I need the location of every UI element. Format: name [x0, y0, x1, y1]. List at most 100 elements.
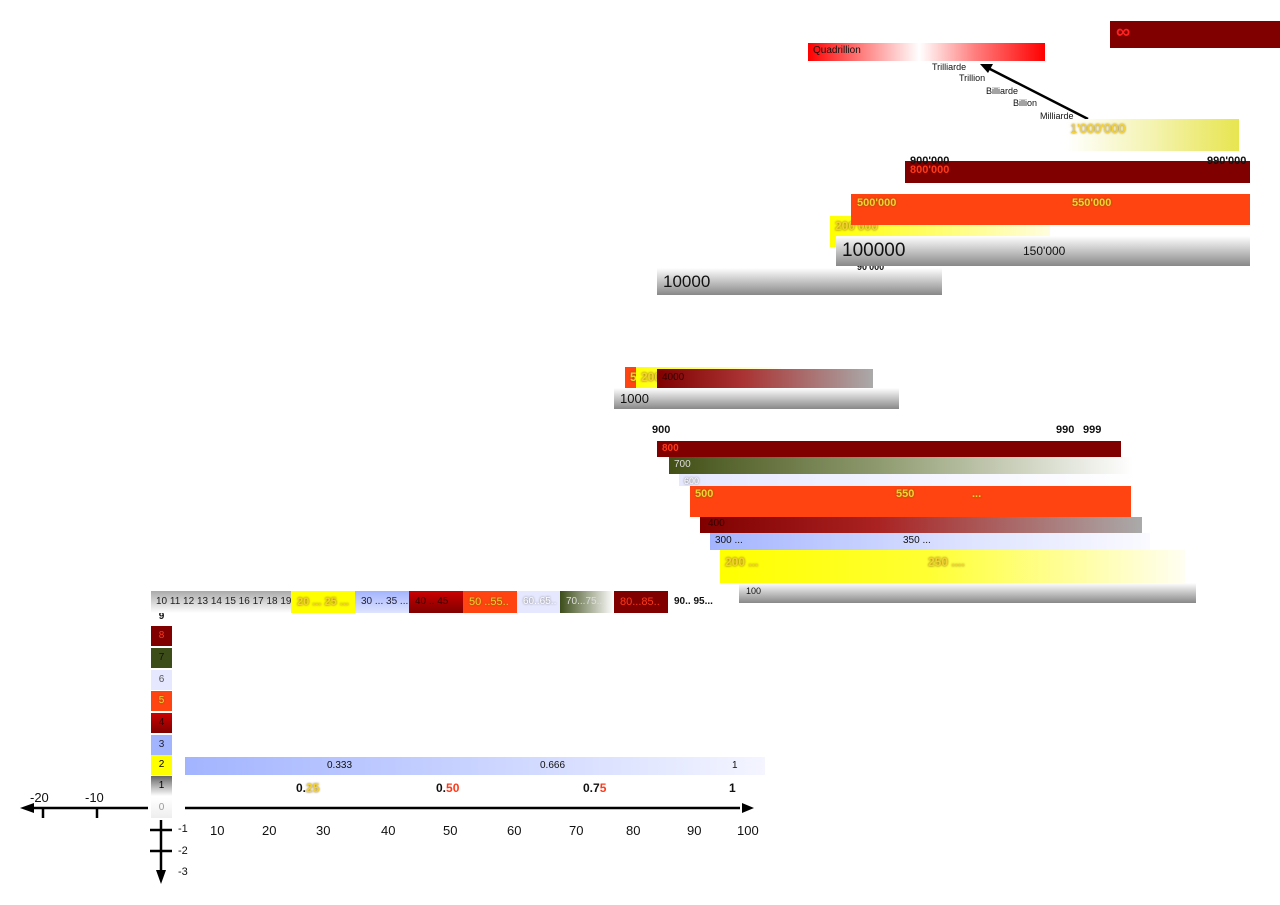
tenthousand-bar: 10000 [657, 268, 942, 295]
axis-label-30: 30 [316, 823, 331, 838]
thirds-label-2: 0.666 [540, 760, 566, 771]
hundreds-800-label: 800 [662, 443, 679, 454]
hundreds-500-label: 500 [695, 488, 714, 500]
axis-label-100: 100 [737, 823, 759, 838]
quarter-label-25: 0.25 [296, 781, 320, 795]
x-axis-arrowhead [742, 803, 754, 813]
axis-label-70: 70 [569, 823, 584, 838]
infinity-symbol: ∞ [1116, 21, 1131, 43]
tenthousand-label: 10000 [663, 272, 711, 291]
hundreds-700-bar: 700 [669, 457, 1133, 474]
thousands-5000-bar: 5 [625, 367, 637, 388]
digit-cell-3: 3 [151, 735, 172, 755]
digit-cell-5: 5 [151, 691, 172, 711]
hundreds-700-label: 700 [674, 459, 691, 470]
axis-label-minus-3: -3 [178, 866, 188, 878]
l990000-label: 990'000 [1207, 155, 1247, 167]
axis-label-minus-1: -1 [178, 823, 188, 835]
names-arrow-line [987, 66, 1089, 121]
thirds-label-3: 1 [732, 760, 738, 771]
tens-row-fifties: 50 ..55.. [463, 591, 517, 613]
digit-cell-7: 7 [151, 648, 172, 668]
tens-row-twenties: 20 ... 25 ... [291, 591, 355, 613]
hundreds-600-bar: 600 [679, 474, 1139, 486]
tens-row-nineties: 90.. 95... [674, 596, 713, 607]
quarter-label-75: 0.75 [583, 781, 607, 795]
tens-row-forties: 40 .. 45 [409, 591, 463, 613]
axis-label-minus-20: -20 [30, 790, 49, 805]
hundredthousand-label-overlay: 100000 [842, 240, 906, 261]
axis-label-minus-2: -2 [178, 845, 188, 857]
hundreds-999-label: 999 [1083, 424, 1102, 436]
name-billion: Billion [1013, 98, 1038, 108]
hundreds-350-label: 350 ... [903, 535, 931, 546]
names-arrow-head [980, 64, 993, 73]
tens-row-sixties: 60..65.. [517, 591, 560, 613]
digit-cell-4: 4 [151, 713, 172, 733]
thousands-1000-bar: 1000 [614, 388, 899, 409]
thirds-bar: 0.333 0.666 1 [185, 757, 765, 775]
hundreds-200-label: 200 ... [725, 555, 759, 569]
x-axis-negative-arrowhead [20, 803, 34, 813]
hundreds-300-bar: 300 ... 350 ... [710, 533, 1150, 550]
hundreds-550-label: 550 [896, 488, 915, 500]
hundreds-250-label: 250 .... [928, 555, 965, 569]
hundreds-400-label: 400 [708, 518, 725, 529]
axis-label-20: 20 [262, 823, 277, 838]
hundreds-500-ellipsis: ... [972, 488, 982, 500]
digit-cell-9: 9 [158, 611, 165, 622]
thirds-label-1: 0.333 [327, 760, 353, 771]
l800000-bar: 800'000 [905, 161, 1250, 183]
digit-cell-6: 6 [151, 670, 172, 690]
thousands-4000-bar: 4000 [657, 369, 873, 388]
axis-label-60: 60 [507, 823, 522, 838]
tens-row-seventies: 70...75... [560, 591, 614, 613]
axis-label-10: 10 [210, 823, 225, 838]
hundreds-100-label: 100 [746, 586, 762, 596]
hundreds-900-label: 900 [652, 424, 671, 436]
hundredthousand-bar-overlay: 100000 150'000 [836, 236, 1250, 266]
hundreds-500-bar: 500 550 ... [690, 485, 1131, 517]
l550000-label: 550'000 [1072, 197, 1112, 209]
l1000000-label: 1'000'000 [1070, 121, 1126, 136]
hundreds-300-label: 300 ... [715, 535, 743, 546]
name-billiarde: Billiarde [986, 86, 1019, 96]
l1000000-bar: 1'000'000 [1066, 119, 1239, 151]
quarter-label-50: 0.50 [436, 781, 460, 795]
l90000-label: 90'000 [857, 262, 885, 272]
digit-cell-8: 8 [151, 626, 172, 646]
digit-cell-0: 0 [151, 798, 172, 818]
hundreds-100-bar: 100 [739, 583, 1196, 603]
digit-cell-2: 2 [151, 755, 172, 775]
tens-row-thirties: 30 ... 35 ... [355, 591, 409, 613]
axis-label-50: 50 [443, 823, 458, 838]
hundreds-200-bar: 200 ... 250 .... [720, 550, 1185, 583]
quadrillion-bar: Quadrillion [808, 43, 1045, 61]
y-axis-arrowhead [156, 870, 166, 884]
name-trilliarde: Trilliarde [932, 62, 967, 72]
digit-cell-1: 1 [151, 776, 172, 796]
hundreds-800-bar: 800 [657, 441, 1121, 457]
tens-row-eighties: 80...85.. [614, 591, 668, 613]
name-milliarde: Milliarde [1040, 111, 1074, 121]
hundreds-990-label: 990 [1056, 424, 1075, 436]
hundreds-600-label: 600 [684, 476, 700, 486]
l150000-label-overlay: 150'000 [1023, 244, 1066, 258]
hundreds-400-bar: 400 [700, 517, 1142, 533]
l900000-label: 900'000 [910, 155, 950, 167]
axis-label-minus-10: -10 [85, 790, 104, 805]
l800000-label: 800'000 [910, 164, 950, 176]
l500000-bar: 500'000 550'000 [851, 194, 1250, 225]
thousands-4000-label: 4000 [662, 372, 685, 383]
axis-label-90: 90 [687, 823, 702, 838]
tens-row-teens: 10 11 12 13 14 15 16 17 18 19 [151, 591, 291, 613]
axis-label-80: 80 [626, 823, 641, 838]
infinity-bar: ∞ [1110, 21, 1280, 48]
quarter-label-1: 1 [729, 781, 736, 795]
thousands-1000-label: 1000 [620, 391, 649, 406]
l500000-label: 500'000 [857, 197, 897, 209]
name-trillion: Trillion [959, 73, 986, 83]
axis-label-40: 40 [381, 823, 396, 838]
quadrillion-label: Quadrillion [813, 45, 861, 56]
